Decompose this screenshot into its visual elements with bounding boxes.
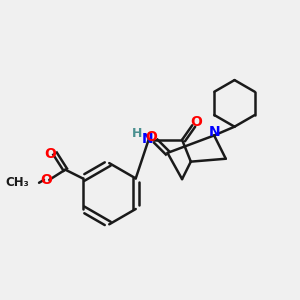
Text: N: N xyxy=(208,125,220,139)
Text: O: O xyxy=(191,115,203,129)
Text: O: O xyxy=(44,147,56,160)
Text: H: H xyxy=(132,127,143,140)
Text: CH₃: CH₃ xyxy=(5,176,29,189)
Text: O: O xyxy=(40,173,52,187)
Text: N: N xyxy=(141,132,153,146)
Text: O: O xyxy=(146,130,158,144)
